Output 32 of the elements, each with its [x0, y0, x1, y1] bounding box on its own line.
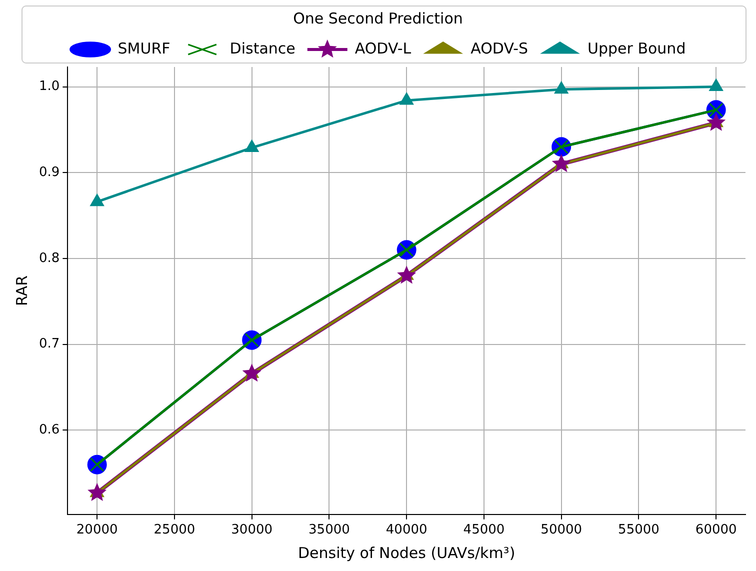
point — [706, 112, 726, 131]
x-tick-label: 40000 — [386, 522, 428, 538]
y-axis-title: RAR — [12, 275, 31, 306]
point — [554, 82, 568, 94]
y-tick-label: 0.6 — [38, 422, 60, 438]
point — [552, 154, 571, 172]
x-tick-label: 45000 — [463, 522, 505, 538]
y-tick-label: 0.9 — [38, 165, 60, 180]
point — [709, 79, 723, 91]
point — [88, 482, 107, 502]
point — [400, 92, 414, 105]
legend-label: Upper Bound — [588, 39, 686, 58]
legend-label: AODV-L — [354, 39, 412, 58]
point — [242, 364, 262, 382]
x-tick-label: 55000 — [618, 522, 660, 538]
x-tick-label: 50000 — [540, 522, 582, 538]
x-tick-label: 35000 — [308, 522, 350, 538]
x-tick-label: 30000 — [231, 522, 273, 538]
y-tick-label: 1.0 — [38, 79, 60, 94]
legend-label: AODV-S — [470, 39, 528, 58]
x-tick-label: 60000 — [695, 522, 737, 538]
y-tick-label: 0.7 — [38, 336, 60, 352]
legend-label: SMURF — [118, 39, 170, 58]
y-tick-label: 0.8 — [38, 250, 60, 266]
x-tick-label: 25000 — [154, 522, 196, 538]
legend-label: Distance — [230, 39, 296, 58]
x-tick-label: 20000 — [76, 522, 118, 538]
legend-title: One Second Prediction — [293, 9, 463, 28]
x-axis-title: Density of Nodes (UAVs/km³) — [298, 544, 516, 562]
point — [397, 266, 416, 284]
point — [90, 194, 104, 206]
point — [245, 140, 259, 152]
